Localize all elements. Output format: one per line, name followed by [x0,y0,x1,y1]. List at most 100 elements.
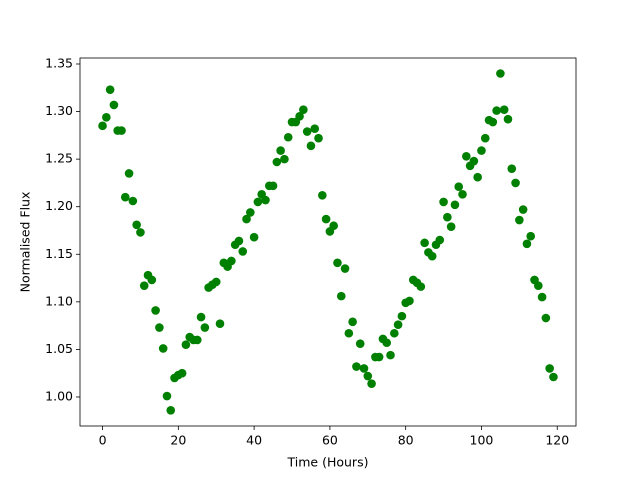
data-point [109,100,119,110]
data-point [132,220,141,230]
data-point [321,214,331,224]
data-point [435,235,445,245]
data-point [390,328,399,338]
x-tick-label: 80 [398,433,414,448]
data-point [355,339,365,349]
data-point [450,200,460,210]
data-point [352,362,361,371]
x-tick-label: 120 [545,433,569,448]
data-point [515,215,524,225]
data-point [533,281,543,290]
data-point [166,406,176,415]
data-point [117,126,126,135]
data-point [333,258,342,268]
data-point [253,197,263,207]
data-point [238,247,248,256]
data-point [496,69,505,78]
data-point [249,232,259,242]
data-point [549,372,558,382]
y-tick-label: 1.35 [45,55,73,70]
data-point [359,364,369,373]
data-point [382,338,392,348]
data-point [128,196,138,206]
data-point [427,251,437,261]
data-point [246,208,255,217]
data-point [541,313,551,323]
data-point [306,141,316,151]
data-point [98,121,107,131]
data-point [283,132,293,142]
y-tick-label: 1.15 [45,246,73,261]
data-point [405,296,414,306]
data-point [151,306,160,315]
data-point [477,146,486,155]
x-tick-label: 40 [246,433,262,448]
data-point [446,222,456,231]
y-tick-label: 1.20 [45,198,73,213]
data-point [200,323,210,332]
data-point [454,182,464,192]
data-point [488,117,498,127]
data-point [462,151,471,161]
data-point [162,391,172,401]
data-point [367,379,376,388]
data-point [397,311,407,321]
data-point [344,328,354,338]
data-point [473,172,482,182]
y-tick-label: 1.05 [45,341,73,356]
data-point [196,312,206,322]
data-point [329,221,338,231]
data-point [374,352,384,362]
data-point [181,340,191,349]
data-point [340,264,350,273]
data-point [480,133,490,143]
data-point [522,239,532,249]
data-point [545,364,554,373]
data-point [139,281,149,290]
data-point [105,85,115,94]
x-tick-label: 100 [470,433,494,448]
data-point [503,114,513,124]
data-point [526,231,536,241]
data-point [314,133,323,143]
x-axis-label: Time (Hours) [287,455,369,470]
data-point [120,192,130,202]
data-point [299,105,308,114]
data-point [499,105,509,114]
data-point [136,228,145,237]
data-point [215,319,225,329]
data-point [124,169,134,178]
data-point [537,292,547,302]
data-point [234,236,244,246]
y-tick-label: 1.25 [45,151,73,166]
x-tick-label: 0 [99,433,107,448]
data-point [280,154,289,164]
data-point [363,371,373,381]
data-point [469,156,479,166]
data-point [295,112,304,121]
data-point [393,320,403,329]
data-point [492,106,501,115]
data-point [276,146,285,155]
data-point [336,291,346,301]
data-point [272,157,282,167]
data-point [242,214,251,224]
data-point [211,277,221,287]
data-point [458,190,467,199]
plot-frame [79,57,577,427]
data-point [158,344,168,353]
data-point [511,178,520,188]
data-point [420,238,429,248]
data-point [518,205,528,214]
data-point [386,350,395,360]
data-point [443,212,452,222]
data-point [261,195,270,205]
data-point [318,190,327,200]
x-tick-label: 60 [322,433,338,448]
y-tick-label: 1.00 [45,388,73,403]
y-tick-label: 1.30 [45,103,73,118]
data-point [177,368,187,378]
x-tick-label: 20 [170,433,186,448]
